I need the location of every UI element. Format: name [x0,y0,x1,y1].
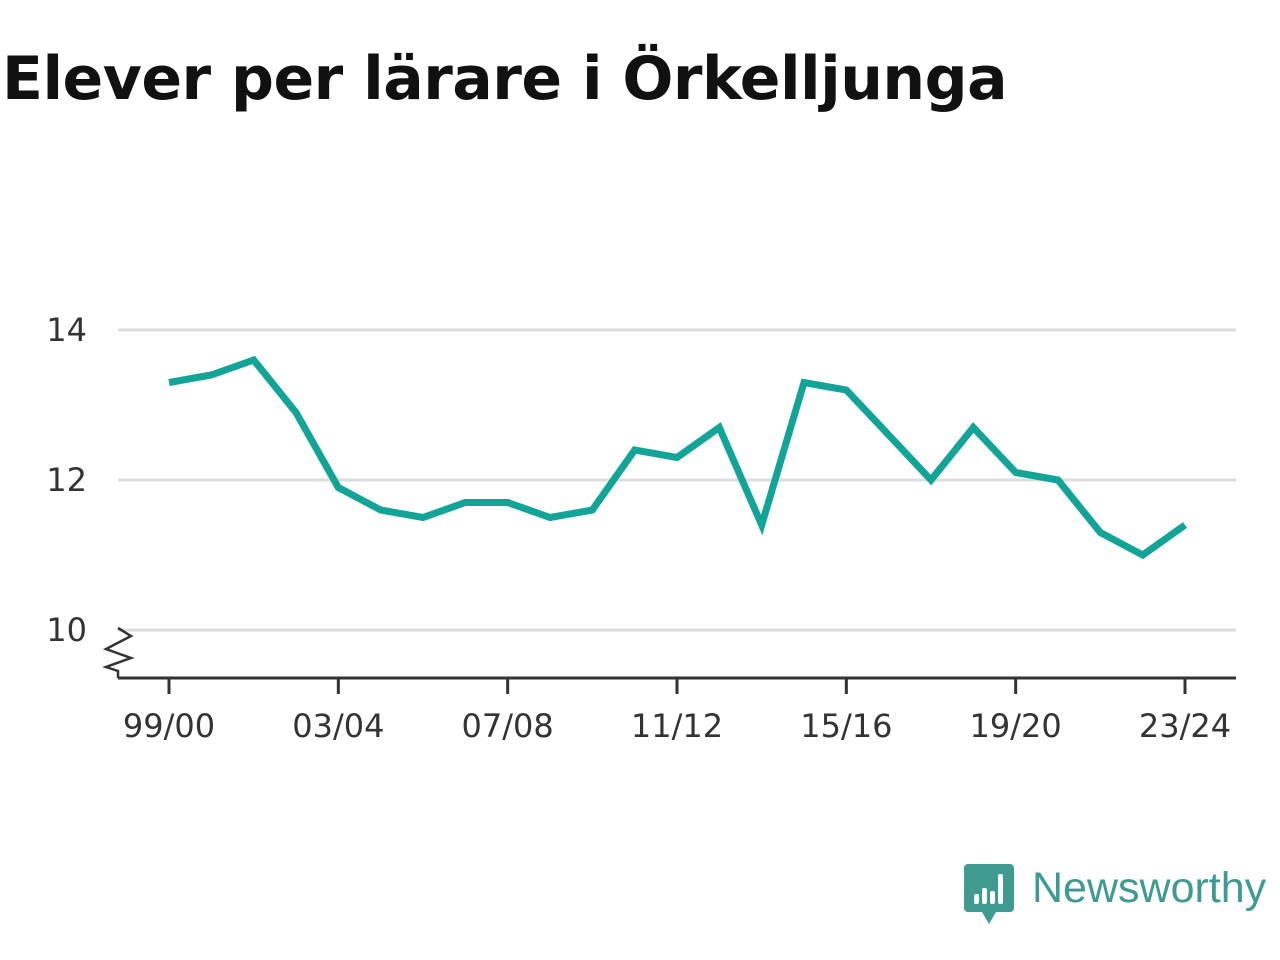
y-tick-label-10: 10 [46,611,87,649]
x-tick-label-07/08: 07/08 [462,707,554,745]
y-axis-ticks: 10 12 14 [46,311,87,649]
brand-name: Newsworthy [1032,864,1267,912]
brand-logo: Newsworthy [964,864,1266,926]
series-group [168,355,1188,560]
chart-title: Elever per lärare i Örkelljunga [2,44,1008,114]
x-tick-label-99/00: 99/00 [123,707,215,745]
x-tick-label-11/12: 11/12 [631,707,723,745]
gridlines [118,328,1236,632]
x-tick-label-23/24: 23/24 [1139,707,1231,745]
y-tick-label-14: 14 [46,311,87,349]
x-tick-label-15/16: 15/16 [800,707,892,745]
x-tick-label-19/20: 19/20 [970,707,1062,745]
y-tick-label-12: 12 [46,461,87,499]
series-line-0 [168,355,1188,560]
x-axis-ticks: 99/00 03/04 07/08 11/12 15/16 19/20 23/24 [123,678,1231,745]
y-axis-break-icon [102,626,135,678]
newsworthy-logo-icon [964,864,1014,924]
x-axis [102,626,1236,680]
x-tick-label-03/04: 03/04 [292,707,384,745]
